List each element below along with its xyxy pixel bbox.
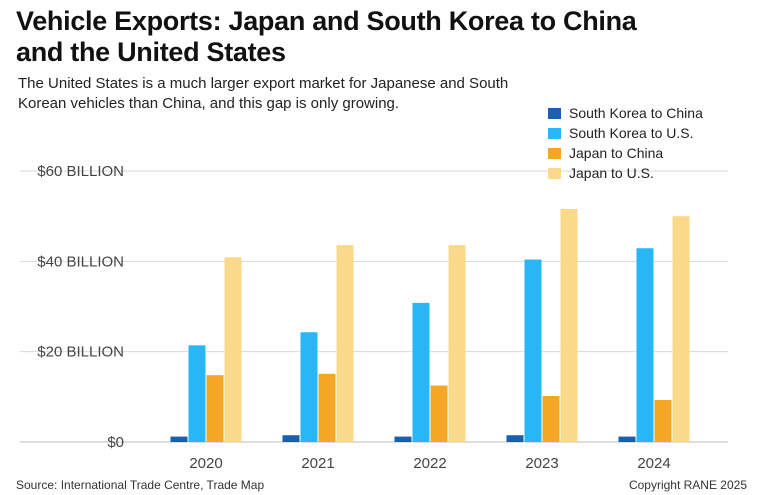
x-tick-label: 2022 [413,455,446,472]
chart-legend: South Korea to China South Korea to U.S.… [548,103,703,183]
legend-label: Japan to U.S. [569,165,654,181]
y-tick-label: $60 BILLION [37,163,124,180]
source-note: Source: International Trade Centre, Trad… [16,478,265,492]
legend-swatch [548,127,561,139]
legend-swatch [548,107,561,119]
bar [448,245,466,442]
bar [394,436,412,442]
x-tick-label: 2024 [637,455,670,472]
bar [300,332,318,442]
bar [318,373,336,442]
legend-label: South Korea to U.S. [569,125,694,141]
chart-title: Vehicle Exports: Japan and South Korea t… [16,6,637,67]
legend-item-south-korea-to-us: South Korea to U.S. [548,123,703,143]
legend-label: Japan to China [569,145,664,161]
legend-item-south-korea-to-china: South Korea to China [548,103,703,123]
y-tick-label: $20 BILLION [37,344,124,361]
bar [506,435,524,442]
legend-item-japan-to-us: Japan to U.S. [548,163,703,183]
y-tick-label: $40 BILLION [37,253,124,270]
legend-item-japan-to-china: Japan to China [548,143,703,163]
x-tick-label: 2020 [189,455,222,472]
bar [672,216,690,442]
bar [206,375,224,442]
x-tick-label: 2023 [525,455,558,472]
bar [560,208,578,442]
bar [618,436,636,442]
bar [188,345,206,442]
bar [170,436,188,442]
legend-swatch [548,167,561,179]
legend-label: South Korea to China [569,105,703,121]
x-tick-label: 2021 [301,455,334,472]
bar [636,248,654,442]
copyright-note: Copyright RANE 2025 [628,478,747,492]
legend-swatch [548,147,561,159]
bar [282,435,300,442]
bar [224,257,242,442]
bar [654,399,672,442]
chart-subtitle: The United States is a much larger expor… [18,75,509,112]
bar [430,385,448,442]
bar [412,302,430,442]
bar [542,395,560,442]
bar [336,245,354,442]
y-tick-label: $0 [107,434,124,451]
bar [524,259,542,442]
